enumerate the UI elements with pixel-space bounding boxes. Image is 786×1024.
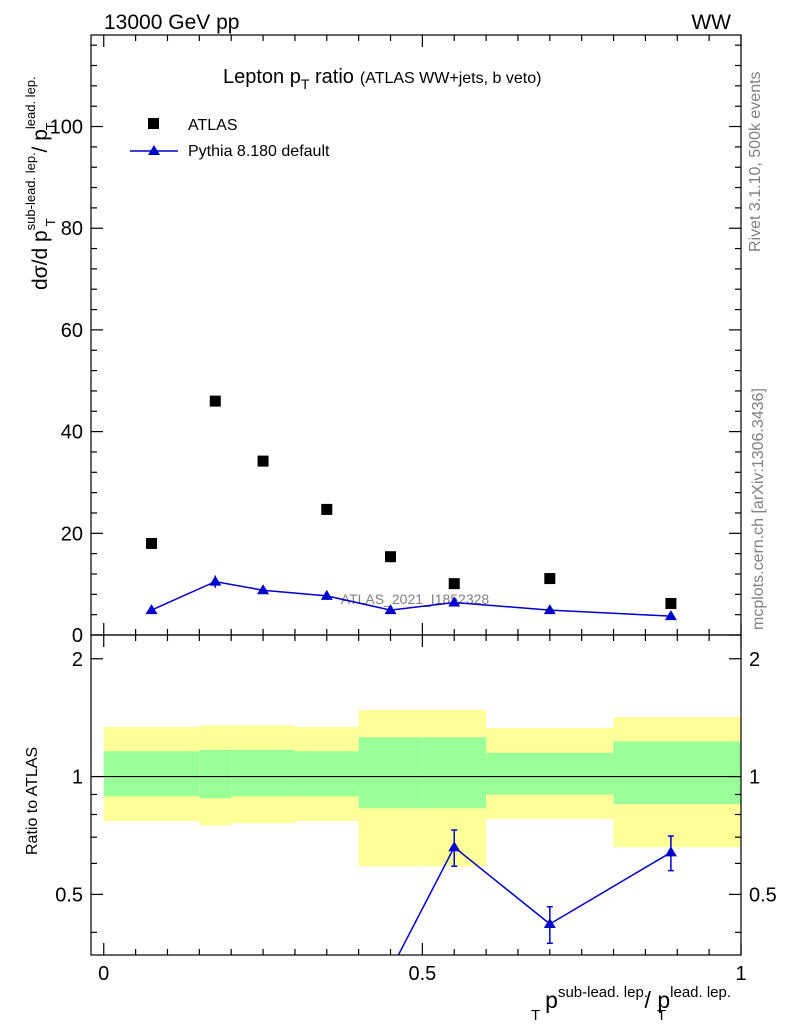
main-y-axis-label: dσ/d psub-lead. lep. T / plead. lep. T (23, 76, 58, 290)
atlas-data-point (385, 551, 397, 563)
pythia-data-point (209, 575, 222, 586)
ratio-y-axis-label: Ratio to ATLAS (24, 747, 41, 855)
ratio-y-tick-label: 2 (72, 649, 83, 671)
ratio-pythia-line (397, 846, 672, 955)
ratio-axis-ticks: 0.5 0.5 1 1 2 2 0 0.5 1 (55, 635, 777, 985)
atlas-data-point (209, 395, 221, 407)
ratio-y-tick-label-right: 2 (749, 649, 760, 671)
legend-pythia-label: Pythia 8.180 default (188, 143, 330, 160)
atlas-data-point (665, 597, 677, 609)
ratio-data-point (664, 846, 677, 857)
atlas-data-point (321, 503, 333, 515)
mcplots-label: mcplots.cern.ch [arXiv:1306.3436] (750, 388, 767, 630)
pythia-data-point (257, 584, 270, 595)
ratio-inner-band (199, 749, 232, 799)
main-y-tick-label: 0 (72, 625, 83, 647)
main-y-tick-label: 60 (61, 320, 83, 342)
ratio-y-tick-label-right: 1 (749, 767, 760, 789)
x-tick-label: 1 (735, 963, 746, 985)
pythia-data-point (664, 610, 677, 621)
main-y-tick-label: 40 (61, 422, 83, 444)
ratio-inner-band (422, 737, 487, 809)
pythia-line (151, 580, 671, 617)
ratio-series-layer (397, 829, 677, 955)
pythia-data-point (320, 589, 333, 600)
ratio-y-tick-label: 1 (72, 767, 83, 789)
ratio-inner-band (231, 749, 295, 797)
atlas-data-point (544, 573, 556, 585)
rivet-label: Rivet 3.1.10, 500k events (747, 71, 764, 252)
chart-title: Lepton pT ratio (ATLAS WW+jets, b veto) (223, 66, 541, 92)
legend-atlas-marker (148, 118, 159, 129)
main-y-tick-label: 20 (61, 523, 83, 545)
ratio-series-clipped (397, 829, 677, 955)
x-tick-label: 0.5 (408, 963, 436, 985)
collider-label: 13000 GeV pp (104, 11, 239, 34)
x-axis-label: psub-lead. lep. T / plead. lep. T (531, 984, 731, 1024)
ratio-inner-band (294, 751, 359, 797)
atlas-data-point (448, 578, 460, 590)
ratio-y-tick-label: 0.5 (55, 884, 83, 906)
ratio-data-point (543, 918, 556, 929)
main-series-layer (145, 395, 677, 621)
x-tick-label: 0 (98, 963, 109, 985)
ratio-inner-band (103, 751, 200, 797)
ratio-data-point (448, 841, 461, 852)
main-y-tick-label: 100 (50, 117, 83, 139)
ratio-inner-band (486, 752, 614, 795)
process-label: WW (691, 11, 731, 34)
atlas-data-point (146, 537, 158, 549)
ratio-uncertainty-bands (103, 709, 741, 867)
legend: ATLAS Pythia 8.180 default (130, 117, 330, 160)
ratio-inner-band (358, 737, 423, 809)
main-y-tick-label: 80 (61, 218, 83, 240)
atlas-data-point (257, 455, 269, 467)
pythia-data-point (448, 596, 461, 607)
pythia-data-point (145, 604, 158, 615)
ratio-y-tick-label-right: 0.5 (749, 884, 777, 906)
ratio-inner-band (613, 741, 741, 805)
pythia-data-point (384, 604, 397, 615)
legend-pythia-marker (148, 145, 160, 155)
pythia-data-point (543, 604, 556, 615)
main-axis-ticks: 0 20 40 60 80 100 (50, 35, 742, 647)
legend-atlas-label: ATLAS (188, 117, 238, 134)
